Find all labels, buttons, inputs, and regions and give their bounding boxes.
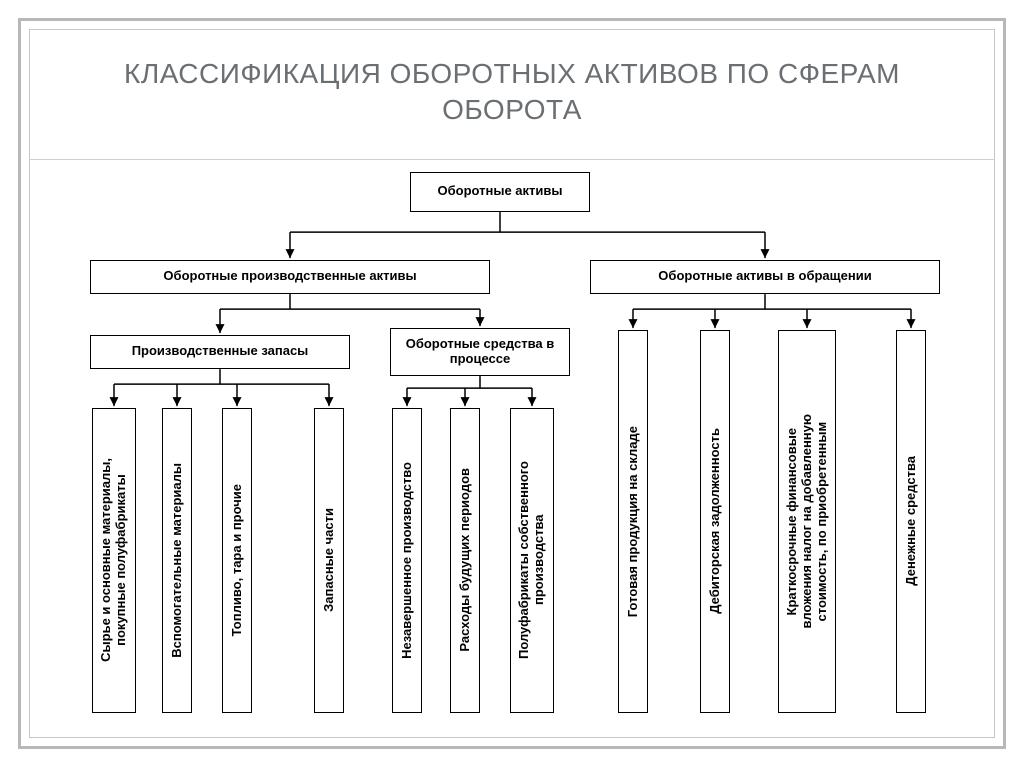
leaf-node: Расходы будущих периодов bbox=[450, 408, 480, 713]
tree-node: Производственные запасы bbox=[90, 335, 350, 369]
tree-node: Оборотные активы в обращении bbox=[590, 260, 940, 294]
leaf-node: Готовая продукция на складе bbox=[618, 330, 648, 713]
outer-frame: КЛАССИФИКАЦИЯ ОБОРОТНЫХ АКТИВОВ ПО СФЕРА… bbox=[18, 18, 1006, 749]
slide-title: КЛАССИФИКАЦИЯ ОБОРОТНЫХ АКТИВОВ ПО СФЕРА… bbox=[30, 30, 994, 159]
tree-node: Оборотные средства в процессе bbox=[390, 328, 570, 376]
leaf-node: Вспомогательные материалы bbox=[162, 408, 192, 713]
leaf-node: Краткосрочные финансовые вложения налог … bbox=[778, 330, 836, 713]
leaf-node: Денежные средства bbox=[896, 330, 926, 713]
diagram-area: Оборотные активы Оборотные производственн… bbox=[30, 159, 994, 737]
leaf-node: Дебиторская задолженность bbox=[700, 330, 730, 713]
leaf-node: Запасные части bbox=[314, 408, 344, 713]
leaf-node: Топливо, тара и прочие bbox=[222, 408, 252, 713]
leaf-node: Сырье и основные материалы, покупные пол… bbox=[92, 408, 136, 713]
inner-frame: КЛАССИФИКАЦИЯ ОБОРОТНЫХ АКТИВОВ ПО СФЕРА… bbox=[29, 29, 995, 738]
tree-node: Оборотные производственные активы bbox=[90, 260, 490, 294]
tree-node: Оборотные активы bbox=[410, 172, 590, 212]
leaf-node: Полуфабрикаты собственного производства bbox=[510, 408, 554, 713]
leaf-node: Незавершенное производство bbox=[392, 408, 422, 713]
